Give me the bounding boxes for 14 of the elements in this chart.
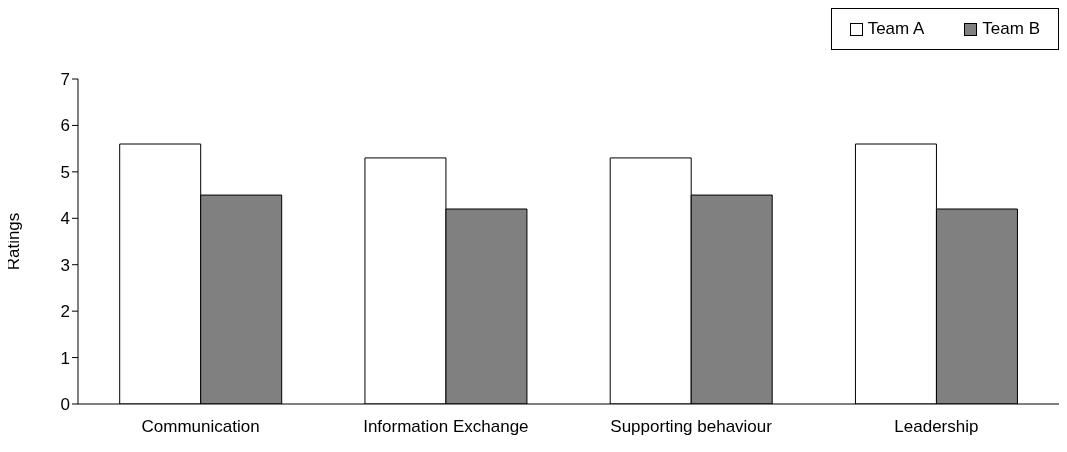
y-tick-label: 4	[60, 209, 70, 229]
legend-label: Team A	[866, 19, 925, 39]
y-tick-label: 6	[60, 116, 70, 136]
x-tick-label: Communication	[141, 417, 260, 437]
x-tick-label: Information Exchange	[363, 417, 529, 437]
y-tick-label: 5	[60, 162, 70, 182]
y-tick-label: 0	[60, 395, 70, 415]
y-tick-label: 1	[60, 348, 70, 368]
x-tick-label: Supporting behaviour	[610, 417, 773, 437]
y-tick-label: 2	[60, 302, 70, 322]
legend-label: Team B	[981, 19, 1040, 39]
x-tick-label: Leadership	[894, 417, 979, 437]
y-tick-label: 7	[60, 70, 70, 90]
y-tick-label: 3	[60, 255, 70, 275]
